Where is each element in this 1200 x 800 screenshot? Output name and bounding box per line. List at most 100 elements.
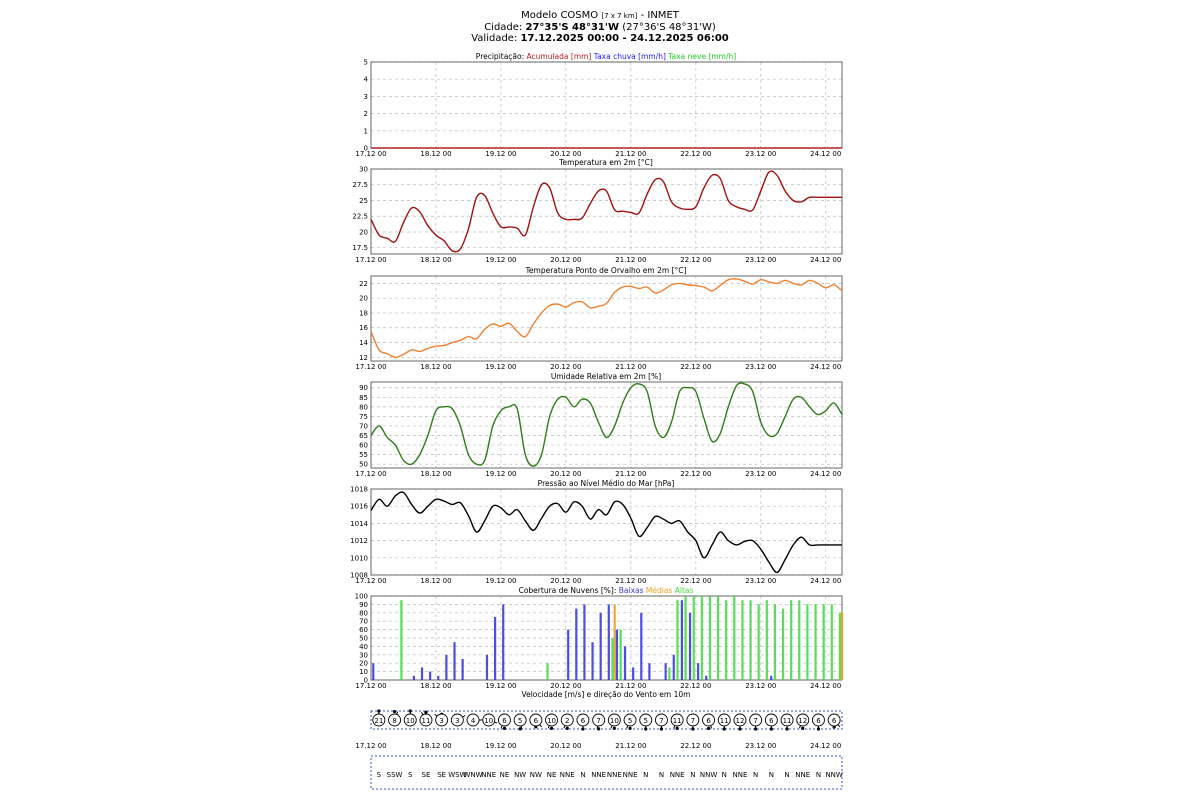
plot-frame	[370, 61, 843, 149]
wind-speed-value: 11	[673, 717, 682, 725]
wind-speed-circle	[749, 713, 763, 727]
x-tick-label: 18.12 00	[420, 363, 451, 371]
cloud-bar-altas	[546, 663, 549, 680]
cloud-bar-altas	[619, 629, 622, 680]
cloud-title-mid: Médias	[646, 586, 675, 595]
y-tick-label: 27.5	[352, 181, 368, 189]
wind-speed-circle	[670, 713, 684, 727]
plot-frame	[370, 381, 843, 469]
x-tick-label: 21.12 00	[615, 577, 646, 585]
cloud-bar-altas	[716, 596, 720, 680]
y-tick-label: 30	[359, 166, 368, 174]
wind-arrow-head	[769, 727, 773, 731]
cloud-bar-altas	[611, 638, 614, 680]
x-tick-label: 17.12 00	[355, 742, 386, 750]
cloud-bar-baixas	[648, 663, 651, 680]
panel-title: Pressão ao Nível Médio do Mar [hPa]	[538, 479, 675, 488]
panel-title: Temperatura Ponto de Orvalho em 2m [°C]	[525, 266, 687, 275]
cloud-bar-altas	[765, 600, 768, 680]
wind-direction-label: S	[408, 771, 413, 779]
cloud-bar-altas	[790, 600, 793, 680]
y-tick-label: 70	[359, 422, 368, 430]
panel-temp: 17.5 20 22.5 25 27.5 30 17.12 00 18.12 00 19.12 …	[352, 166, 843, 264]
wind-arrow-head	[722, 727, 726, 731]
wind-speed-circle	[435, 713, 449, 727]
city-label: Cidade:	[484, 22, 523, 33]
x-tick-label: 20.12 00	[550, 150, 581, 158]
cloud-bar-baixas	[445, 654, 448, 680]
cloud-bar-baixas	[461, 659, 464, 680]
model-grid: [7 x 7 km]	[601, 12, 638, 20]
wind-speed-value: 6	[706, 717, 711, 725]
x-tick-label: 20.12 00	[550, 256, 581, 264]
temp-title: Temperatura em 2m [°C]	[558, 158, 653, 167]
precip-title-prefix: Precipitação:	[476, 52, 527, 61]
cloud-bar-baixas	[680, 600, 683, 680]
cloud-bar-baixas	[599, 612, 602, 680]
wind-speed-circle	[639, 713, 653, 727]
wind-speed-value: 12	[798, 717, 807, 725]
wind-arrow-head	[675, 726, 679, 730]
wind-speed-value: 5	[518, 717, 522, 725]
cloud-bar-baixas	[575, 608, 578, 680]
x-tick-label: 21.12 00	[615, 150, 646, 158]
x-tick-label: 19.12 00	[485, 577, 516, 585]
x-tick-label: 19.12 00	[485, 150, 516, 158]
x-tick-label: 24.12 00	[810, 150, 841, 158]
cloud-bar-baixas	[688, 612, 692, 680]
cloud-title-low: Baixas	[619, 586, 646, 595]
wind-speed-value: 10	[484, 717, 493, 725]
y-tick-label: 1008	[350, 572, 368, 580]
cloud-bar-altas	[798, 600, 801, 680]
cloud-bar-baixas	[632, 667, 635, 680]
y-tick-label: 1018	[350, 486, 368, 494]
cloud-bar-altas	[773, 604, 777, 680]
y-tick-label: 0	[364, 677, 368, 685]
y-tick-label: 17.5	[352, 244, 368, 252]
cloud-bar-altas	[757, 604, 760, 680]
wind-speed-circle	[764, 713, 778, 727]
wind-speed-value: 10	[547, 717, 556, 725]
wind-title: Velocidade [m/s] e direção do Vento em 1…	[522, 690, 691, 699]
wind-arrow-head	[392, 709, 397, 714]
y-tick-label: 2	[364, 110, 368, 118]
wind-direction-label: WSW	[448, 771, 466, 779]
x-tick-label: 24.12 00	[810, 577, 841, 585]
y-tick-label: 1014	[350, 520, 368, 528]
x-tick-label: 21.12 00	[615, 363, 646, 371]
x-tick-label: 22.12 00	[680, 577, 711, 585]
x-tick-label: 23.12 00	[745, 742, 776, 750]
x-tick-label: 17.12 00	[355, 470, 386, 478]
x-tick-label: 20.12 00	[550, 363, 581, 371]
cloud-bar-baixas	[770, 675, 773, 680]
series-line-dew	[370, 278, 843, 359]
plot-frame	[370, 168, 843, 255]
wind-speed-value: 12	[735, 717, 744, 725]
panel-precip: 0 1 2 3 4 5 17.12 00 18.12 00 19.12 00 20.12 00 21…	[355, 59, 843, 158]
wind-arrow-head	[612, 726, 616, 730]
x-tick-label: 23.12 00	[745, 470, 776, 478]
y-tick-label: 60	[359, 626, 368, 634]
y-tick-label: 4	[364, 76, 369, 84]
x-tick-label: 21.12 00	[615, 470, 646, 478]
wind-direction-label: N	[580, 771, 585, 779]
plot-frame	[370, 488, 843, 576]
precip-title-snow: Taxa neve [mm/h]	[667, 52, 736, 61]
wind-arrow-head	[738, 727, 742, 731]
wind-arrow-head	[549, 726, 554, 730]
cloud-bar-altas	[400, 600, 403, 680]
wind-speed-circle	[702, 713, 715, 727]
wind-arrow-head	[581, 727, 585, 731]
cloud-bar-altas	[749, 600, 752, 680]
y-tick-label: 1012	[350, 537, 368, 545]
chart-header: Modelo COSMO [7 x 7 km] - INMET Cidade: …	[0, 10, 1200, 44]
x-tick-label: 17.12 00	[355, 256, 386, 264]
wind-direction-label: NW	[514, 771, 526, 779]
x-tick-label: 17.12 00	[355, 150, 386, 158]
wind-direction-label: N	[784, 771, 789, 779]
cloud-bar-baixas	[664, 663, 667, 680]
rh-title: Umidade Relativa em 2m [%]	[551, 372, 661, 381]
x-tick-label: 19.12 00	[485, 470, 516, 478]
wind-direction-label: N	[643, 771, 648, 779]
y-tick-label: 40	[359, 643, 368, 651]
